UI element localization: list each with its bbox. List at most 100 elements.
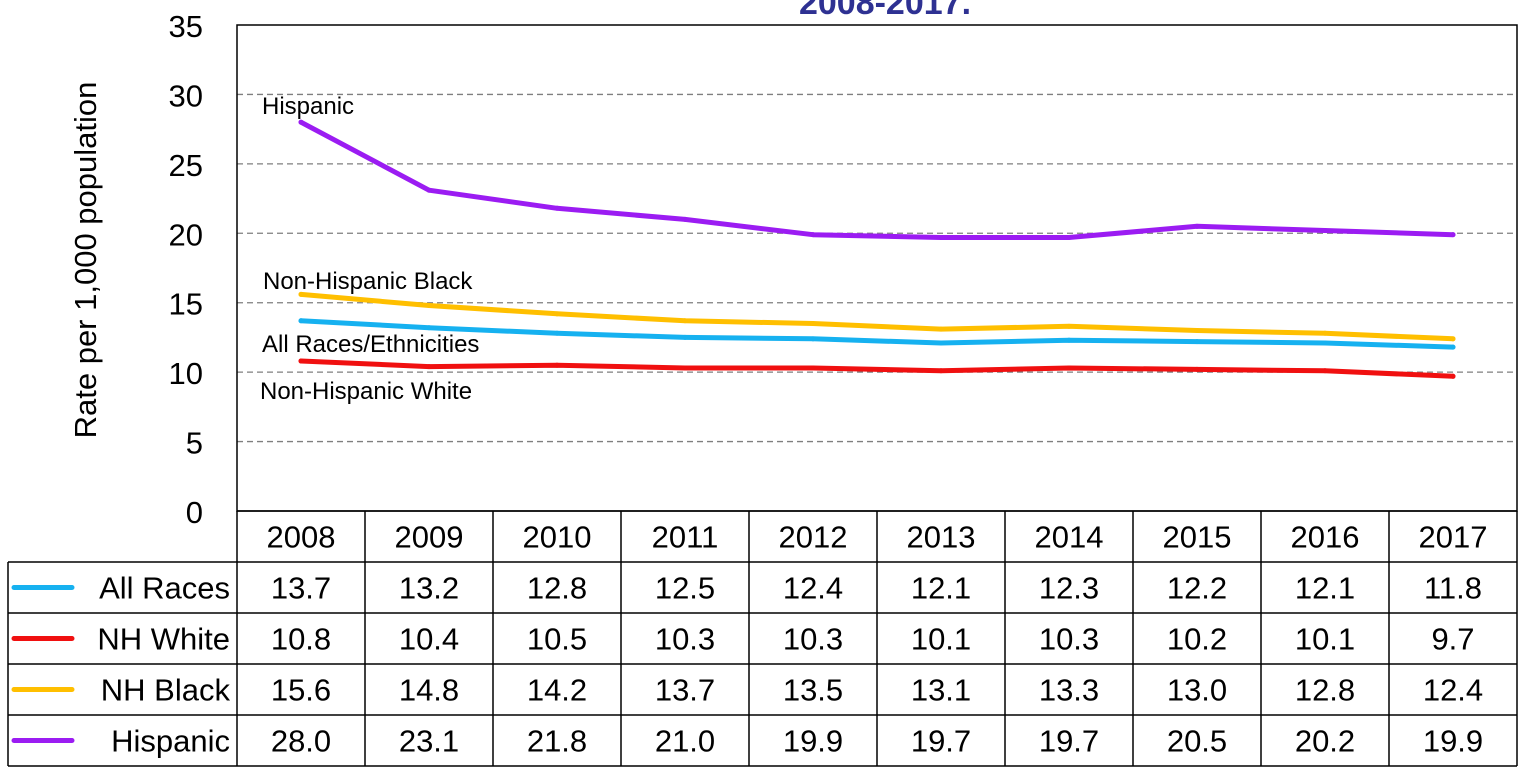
chart-title: 2008-2017. (799, 0, 971, 22)
data-point (554, 205, 560, 211)
table-cell: 10.4 (399, 622, 459, 657)
table-cell: 19.9 (1423, 724, 1483, 759)
table-cell: 14.8 (399, 673, 459, 708)
data-point (682, 334, 688, 340)
x-tick-label: 2017 (1419, 520, 1488, 555)
annotation-label: All Races/Ethnicities (262, 331, 479, 358)
data-point (1450, 344, 1456, 350)
table-cell: 13.7 (271, 571, 331, 606)
y-tick-label: 15 (169, 287, 203, 322)
data-point (1194, 327, 1200, 333)
data-point (810, 336, 816, 342)
table-cell: 12.4 (1423, 673, 1483, 708)
data-point (1322, 340, 1328, 346)
data-point (1194, 366, 1200, 372)
data-point (1322, 228, 1328, 234)
table-cell: 23.1 (399, 724, 459, 759)
data-point (682, 216, 688, 222)
x-tick-label: 2011 (652, 520, 719, 555)
data-point (1194, 339, 1200, 345)
data-point (1450, 336, 1456, 342)
line-annotations: Hispanic Non-Hispanic Black All Races/Ethn… (260, 93, 479, 405)
table-cell: 28.0 (271, 724, 331, 759)
data-point (554, 330, 560, 336)
table-cell: 12.5 (655, 571, 715, 606)
data-point (1322, 368, 1328, 374)
x-tick-label: 2010 (523, 520, 592, 555)
data-point (1450, 232, 1456, 238)
x-tick-label: 2015 (1163, 520, 1232, 555)
legend-entry: NH Black (101, 673, 231, 708)
legend-entry: All Races (99, 571, 230, 606)
x-tick-label: 2008 (267, 520, 336, 555)
y-tick-label: 10 (169, 356, 203, 391)
table-cell: 19.7 (911, 724, 971, 759)
data-point (1066, 337, 1072, 343)
annotation-label: Hispanic (262, 93, 354, 120)
data-point (426, 364, 432, 370)
data-point (682, 318, 688, 324)
legend-entry: Hispanic (111, 724, 230, 759)
data-point (1322, 330, 1328, 336)
data-point (810, 232, 816, 238)
series-line-nh-white (298, 358, 1456, 379)
table-cell: 20.5 (1167, 724, 1227, 759)
y-tick-label: 30 (169, 78, 203, 113)
data-point (298, 119, 304, 125)
series-lines (298, 119, 1456, 379)
data-point (1450, 373, 1456, 379)
y-axis-ticks: 0 5 10 15 20 25 30 35 (169, 9, 203, 530)
y-tick-label: 0 (186, 495, 203, 530)
x-tick-label: 2012 (779, 520, 848, 555)
table-cell: 19.9 (783, 724, 843, 759)
table-cell: 11.8 (1424, 571, 1482, 606)
data-point (298, 358, 304, 364)
data-point (1066, 365, 1072, 371)
x-tick-label: 2016 (1291, 520, 1360, 555)
series-line-all-races (298, 318, 1456, 350)
table-cell: 10.5 (527, 622, 587, 657)
data-point (938, 340, 944, 346)
data-point (938, 234, 944, 240)
series-line-hispanic (298, 119, 1456, 240)
data-point (938, 326, 944, 332)
table-cell: 13.2 (399, 571, 459, 606)
data-point (426, 302, 432, 308)
series-line-nh-black (298, 291, 1456, 342)
table-cell: 12.8 (1295, 673, 1355, 708)
data-point (298, 291, 304, 297)
data-point (938, 368, 944, 374)
table-cell: 10.1 (911, 622, 971, 657)
y-tick-label: 5 (186, 426, 203, 461)
table-cell: 19.7 (1039, 724, 1099, 759)
table-cell: 9.7 (1431, 622, 1474, 657)
y-tick-label: 20 (169, 217, 203, 252)
table-cell: 12.1 (1295, 571, 1355, 606)
x-tick-label: 2009 (395, 520, 464, 555)
annotation-label: Non-Hispanic Black (263, 268, 473, 295)
table-cell: 12.8 (527, 571, 587, 606)
data-point (426, 325, 432, 331)
table-cell: 20.2 (1295, 724, 1355, 759)
table-cell: 10.3 (783, 622, 843, 657)
table-cell: 10.3 (655, 622, 715, 657)
data-point (554, 311, 560, 317)
data-point (1066, 234, 1072, 240)
table-cell: 10.3 (1039, 622, 1099, 657)
table-cell: 12.3 (1039, 571, 1099, 606)
annotation-label: Non-Hispanic White (260, 378, 472, 405)
y-tick-label: 35 (169, 9, 203, 44)
table-cell: 13.7 (655, 673, 715, 708)
table-cell: 13.1 (911, 673, 971, 708)
y-tick-label: 25 (169, 148, 203, 183)
data-point (810, 365, 816, 371)
legend-entry: NH White (97, 622, 230, 657)
table-cell: 14.2 (527, 673, 587, 708)
table-cell: 13.5 (783, 673, 843, 708)
table-cell: 21.8 (527, 724, 587, 759)
data-point (1066, 323, 1072, 329)
table-cell: 10.1 (1295, 622, 1355, 657)
x-tick-label: 2013 (907, 520, 976, 555)
data-point (810, 321, 816, 327)
